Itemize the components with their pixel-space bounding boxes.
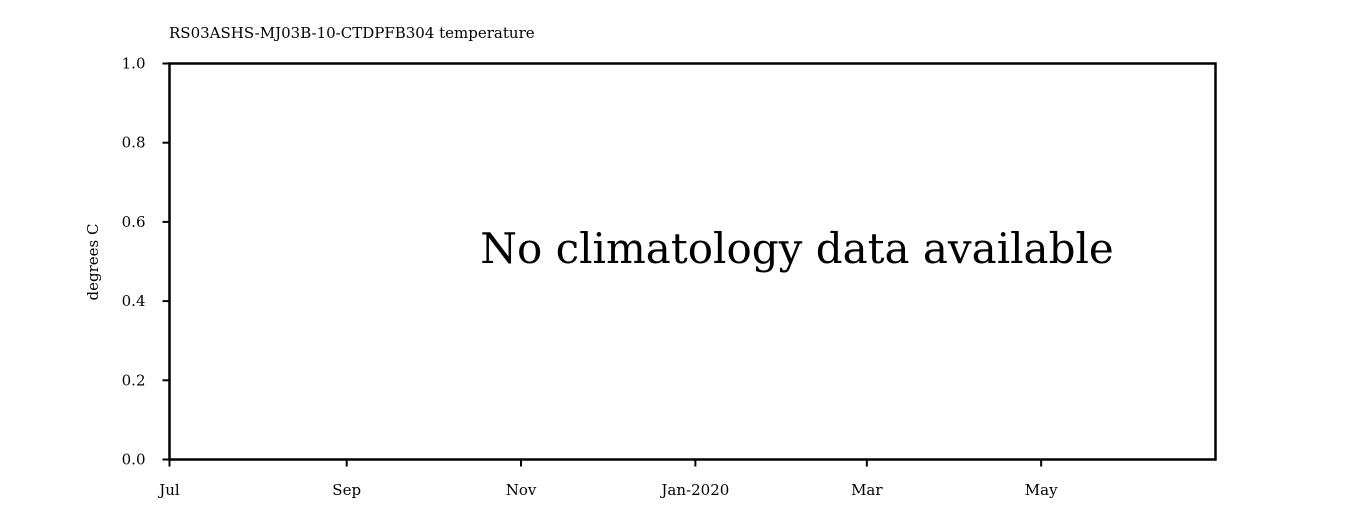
x-tick-label: Nov [506, 481, 537, 499]
x-axis: Jul Sep Nov Jan-2020 Mar May [157, 459, 1058, 499]
x-tick-label: Jan-2020 [659, 481, 729, 499]
no-data-annotation: No climatology data available [480, 224, 1114, 273]
y-tick-label: 1.0 [122, 55, 146, 73]
y-tick-label: 0.2 [122, 371, 146, 389]
x-tick-label: Mar [851, 481, 883, 499]
x-tick-label: Sep [332, 481, 361, 499]
y-axis: 0.0 0.2 0.4 0.6 0.8 1.0 [122, 55, 170, 469]
x-tick-label: Jul [157, 481, 180, 499]
y-tick-label: 0.8 [122, 134, 146, 152]
y-tick-label: 0.0 [122, 451, 146, 469]
x-tick-label: May [1025, 481, 1058, 499]
y-tick-label: 0.4 [122, 292, 146, 310]
y-tick-label: 0.6 [122, 213, 146, 231]
y-axis-label: degrees C [84, 224, 102, 301]
chart-title: RS03ASHS-MJ03B-10-CTDPFB304 temperature [169, 24, 535, 42]
plot-area-frame [168, 62, 1217, 461]
